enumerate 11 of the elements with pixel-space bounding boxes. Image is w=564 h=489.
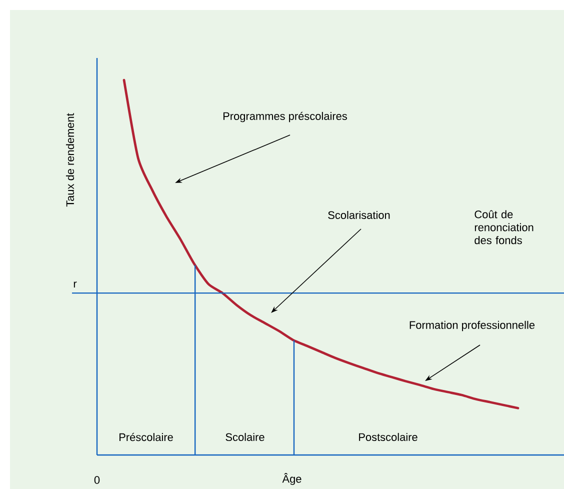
- text: 0: [94, 476, 100, 484]
- y-axis-title: Taux de rendement: [66, 113, 74, 207]
- annotation: Postscolaire: [359, 432, 418, 442]
- annotation: Programmes préscolaires: [223, 112, 347, 122]
- annotation: Scolarisation: [328, 210, 390, 220]
- annotation: Scolaire: [226, 432, 264, 442]
- annotation: Coût de renonciation des fonds: [474, 210, 534, 244]
- ref-line-label: r: [74, 282, 77, 288]
- x-axis-title: Âge: [282, 473, 302, 485]
- annotation: Formation professionnelle: [410, 320, 535, 332]
- annotation: Préscolaire: [120, 432, 173, 442]
